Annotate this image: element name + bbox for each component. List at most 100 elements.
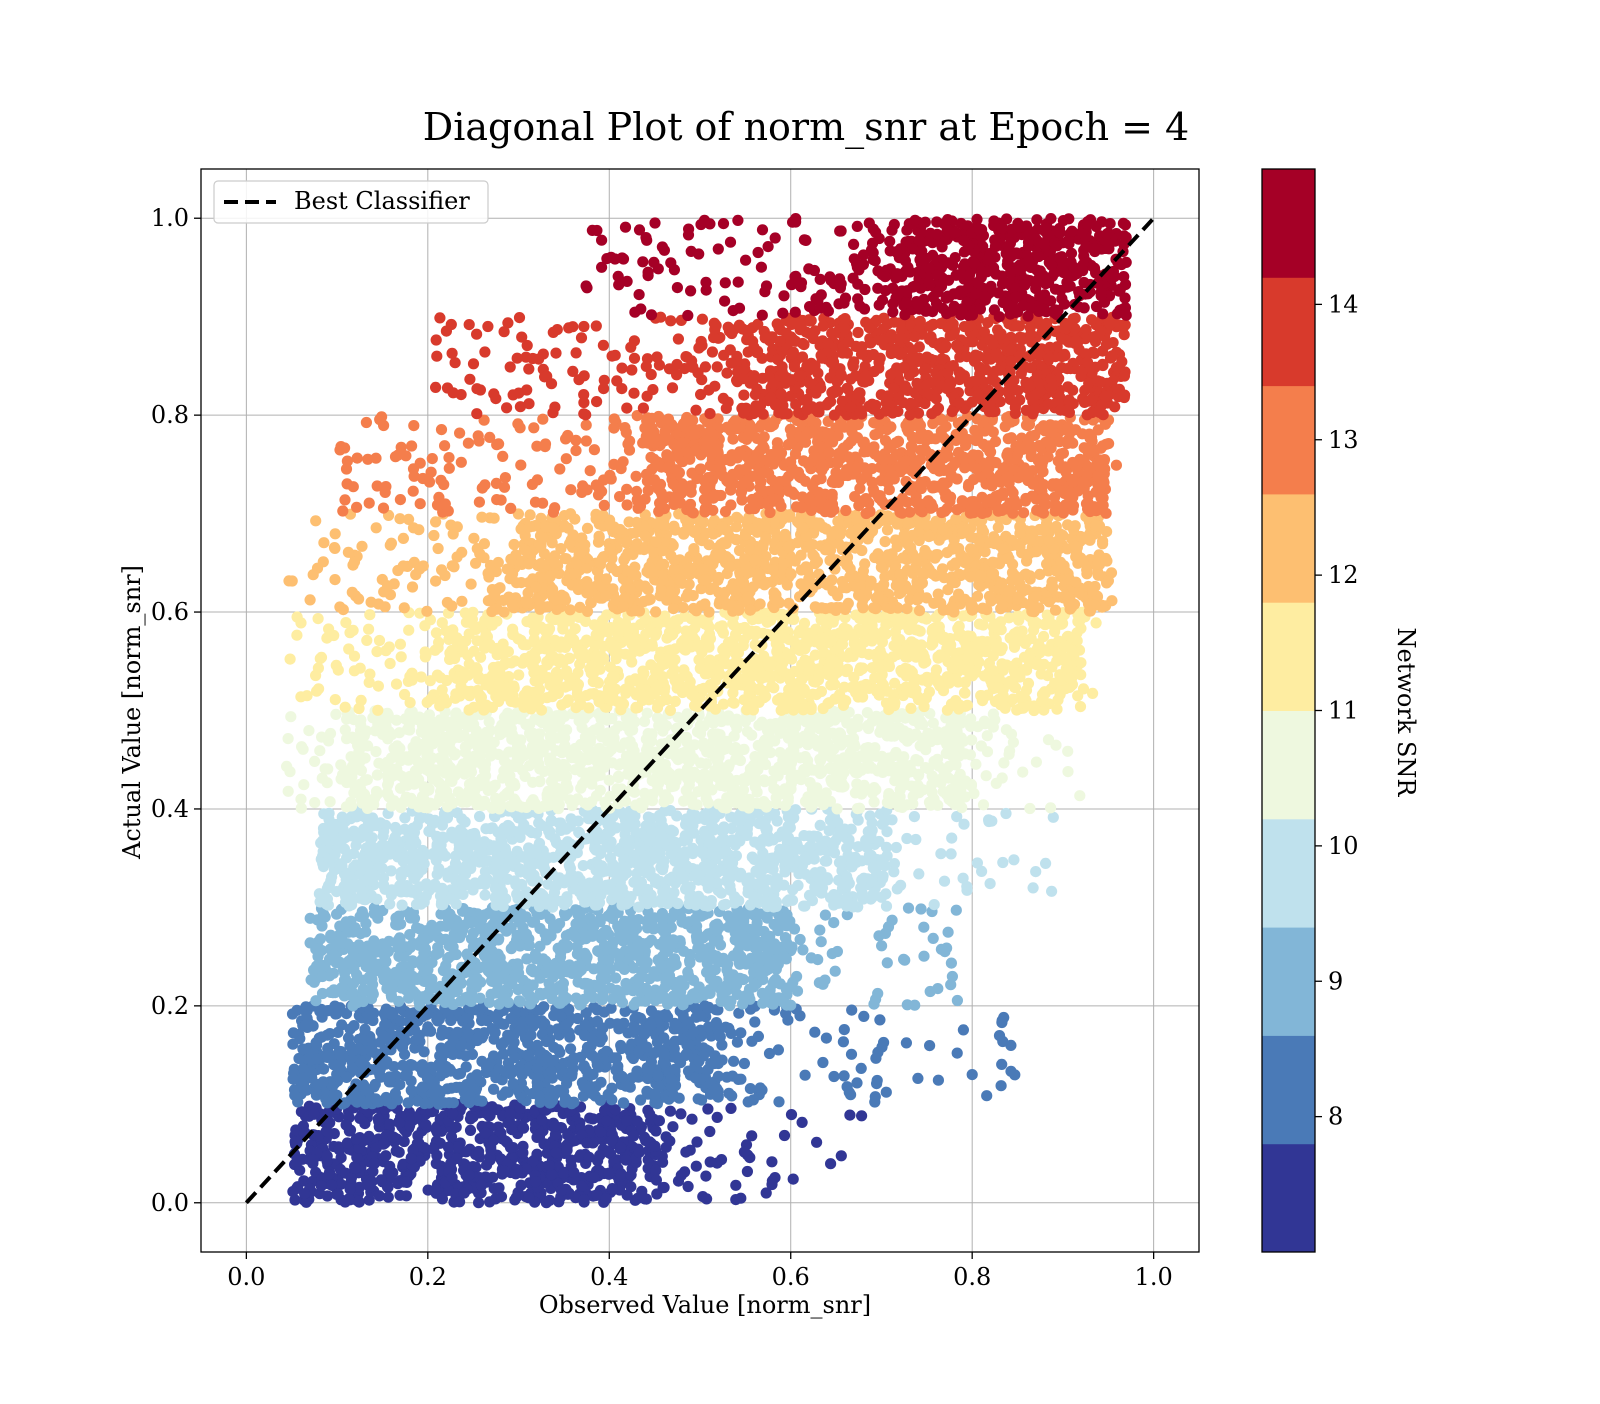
data-point: [578, 979, 589, 990]
data-point: [476, 1180, 487, 1191]
data-point: [473, 1146, 484, 1157]
data-point: [637, 1192, 648, 1203]
data-point: [676, 1170, 687, 1181]
data-point: [878, 1037, 889, 1048]
data-point: [516, 851, 527, 862]
data-point: [787, 884, 798, 895]
data-point: [413, 868, 424, 879]
data-point: [486, 975, 497, 986]
data-point: [716, 1154, 727, 1165]
data-point: [394, 1190, 405, 1201]
data-point: [936, 944, 947, 955]
data-point: [703, 988, 714, 999]
data-point: [320, 911, 331, 922]
data-point: [677, 999, 688, 1010]
data-point: [846, 1049, 857, 1060]
data-point: [702, 1003, 713, 1014]
data-point: [367, 875, 378, 886]
data-point: [595, 916, 606, 927]
data-point: [909, 811, 920, 822]
data-point: [723, 1088, 734, 1099]
data-point: [325, 930, 336, 941]
data-point: [421, 878, 432, 889]
data-point: [670, 1051, 681, 1062]
data-point: [664, 970, 675, 981]
data-point: [810, 867, 821, 878]
data-point: [349, 1163, 360, 1174]
data-point: [544, 1098, 555, 1109]
data-point: [616, 900, 627, 911]
data-point: [817, 1057, 828, 1068]
data-point: [401, 1177, 412, 1188]
data-point: [384, 1119, 395, 1130]
data-point: [406, 1153, 417, 1164]
data-point: [832, 803, 843, 814]
data-point: [693, 1093, 704, 1104]
data-point: [761, 1187, 772, 1198]
data-point: [678, 835, 689, 846]
data-point: [939, 876, 950, 887]
data-point: [351, 1133, 362, 1144]
data-point: [312, 951, 323, 962]
data-point: [646, 1005, 657, 1016]
data-point: [515, 1025, 526, 1036]
data-point: [996, 1059, 1007, 1070]
data-point: [383, 843, 394, 854]
data-point: [615, 1142, 626, 1153]
data-point: [376, 1072, 387, 1083]
data-point: [820, 910, 831, 921]
data-point: [577, 891, 588, 902]
data-point: [384, 898, 395, 909]
data-point: [412, 820, 423, 831]
data-point: [291, 1156, 302, 1167]
data-point: [288, 1074, 299, 1085]
data-point: [739, 1146, 750, 1157]
data-point: [886, 814, 897, 825]
data-point: [353, 1196, 364, 1207]
data-point: [664, 1136, 675, 1147]
data-point: [290, 1136, 301, 1147]
data-point: [552, 1023, 563, 1034]
data-point: [367, 938, 378, 949]
data-point: [664, 874, 675, 885]
data-point: [525, 1030, 536, 1041]
data-point: [496, 1040, 507, 1051]
data-point: [881, 842, 892, 853]
data-point: [346, 991, 357, 1002]
data-point: [480, 1128, 491, 1139]
data-point: [544, 1160, 555, 1171]
data-point: [729, 891, 740, 902]
data-point: [901, 1037, 912, 1048]
data-point: [958, 1024, 969, 1035]
data-point: [460, 1093, 471, 1104]
data-point: [695, 1073, 706, 1084]
data-point: [618, 1097, 629, 1108]
data-point: [410, 837, 421, 848]
data-point: [769, 975, 780, 986]
data-point: [310, 995, 321, 1006]
data-point: [1030, 866, 1041, 877]
data-point: [300, 1020, 311, 1031]
data-point: [381, 966, 392, 977]
data-point: [662, 1012, 673, 1023]
data-point: [587, 1036, 598, 1047]
data-point: [946, 848, 957, 859]
data-point: [454, 932, 465, 943]
data-point: [378, 873, 389, 884]
data-point: [870, 994, 881, 1005]
data-point: [443, 1142, 454, 1153]
data-point: [480, 890, 491, 901]
data-point: [580, 1020, 591, 1031]
data-point: [752, 962, 763, 973]
data-point: [809, 1027, 820, 1038]
data-point: [800, 869, 811, 880]
data-point: [632, 1116, 643, 1127]
data-point: [548, 852, 559, 863]
data-point: [839, 1070, 850, 1081]
data-point: [297, 1043, 308, 1054]
data-point: [734, 871, 745, 882]
data-point: [465, 1113, 476, 1124]
data-point: [625, 1181, 636, 1192]
data-point: [456, 876, 467, 887]
data-point: [347, 1045, 358, 1056]
